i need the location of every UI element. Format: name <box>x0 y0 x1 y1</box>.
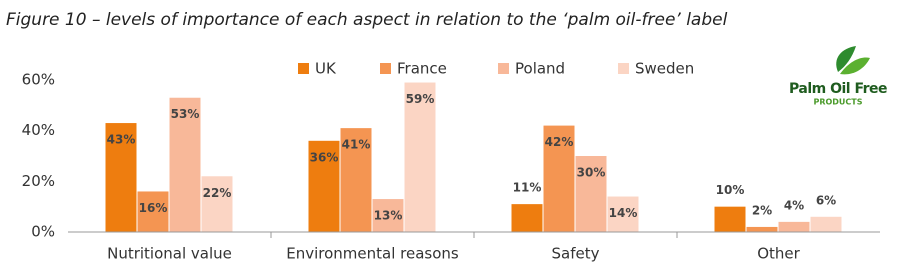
x-tick-label: Safety <box>552 245 600 263</box>
value-label: 43% <box>107 133 136 147</box>
legend-label: Poland <box>515 60 565 78</box>
legend-swatch <box>380 63 391 74</box>
logo-title: Palm Oil Free <box>789 81 887 97</box>
x-tick-label: Other <box>757 245 800 263</box>
legend-label: France <box>397 60 447 78</box>
bar <box>340 128 372 232</box>
bar <box>511 204 543 232</box>
y-tick-label: 0% <box>31 223 55 241</box>
bar <box>810 216 842 232</box>
value-label: 14% <box>609 206 638 220</box>
value-label: 6% <box>816 193 836 207</box>
bar <box>746 226 778 232</box>
value-label: 16% <box>139 201 168 215</box>
value-label: 59% <box>406 92 435 106</box>
bar <box>543 125 575 232</box>
bar <box>778 221 810 232</box>
logo-leaf <box>840 57 870 75</box>
bar <box>137 191 169 232</box>
value-label: 11% <box>513 181 542 195</box>
value-label: 10% <box>716 183 745 197</box>
y-tick-label: 40% <box>22 121 55 139</box>
bar <box>607 196 639 232</box>
bar <box>372 199 404 232</box>
bar <box>575 156 607 232</box>
legend-swatch <box>618 63 629 74</box>
value-label: 22% <box>203 186 232 200</box>
bar <box>201 176 233 232</box>
value-label: 30% <box>577 166 606 180</box>
value-label: 41% <box>342 138 371 152</box>
value-label: 53% <box>171 107 200 121</box>
legend-label: UK <box>315 60 337 78</box>
value-label: 2% <box>752 203 772 217</box>
x-tick-label: Environmental reasons <box>286 245 459 263</box>
bar <box>714 206 746 232</box>
legend-label: Sweden <box>635 60 694 78</box>
logo: Palm Oil Free PRODUCTS <box>789 46 888 107</box>
x-tick-label: Nutritional value <box>107 245 232 263</box>
chart-title: Figure 10 – levels of importance of each… <box>6 10 728 30</box>
bar <box>105 123 137 232</box>
value-label: 4% <box>784 198 804 212</box>
bar <box>169 97 201 232</box>
value-label: 42% <box>545 135 574 149</box>
value-label: 36% <box>310 150 339 164</box>
y-tick-label: 20% <box>22 172 55 190</box>
value-label: 13% <box>374 209 403 223</box>
legend-swatch <box>498 63 509 74</box>
logo-subtitle: PRODUCTS <box>813 98 862 107</box>
bar <box>308 140 340 232</box>
y-tick-label: 60% <box>22 71 55 89</box>
logo-leaf <box>836 46 856 72</box>
legend-swatch <box>298 63 309 74</box>
bar <box>404 82 436 233</box>
